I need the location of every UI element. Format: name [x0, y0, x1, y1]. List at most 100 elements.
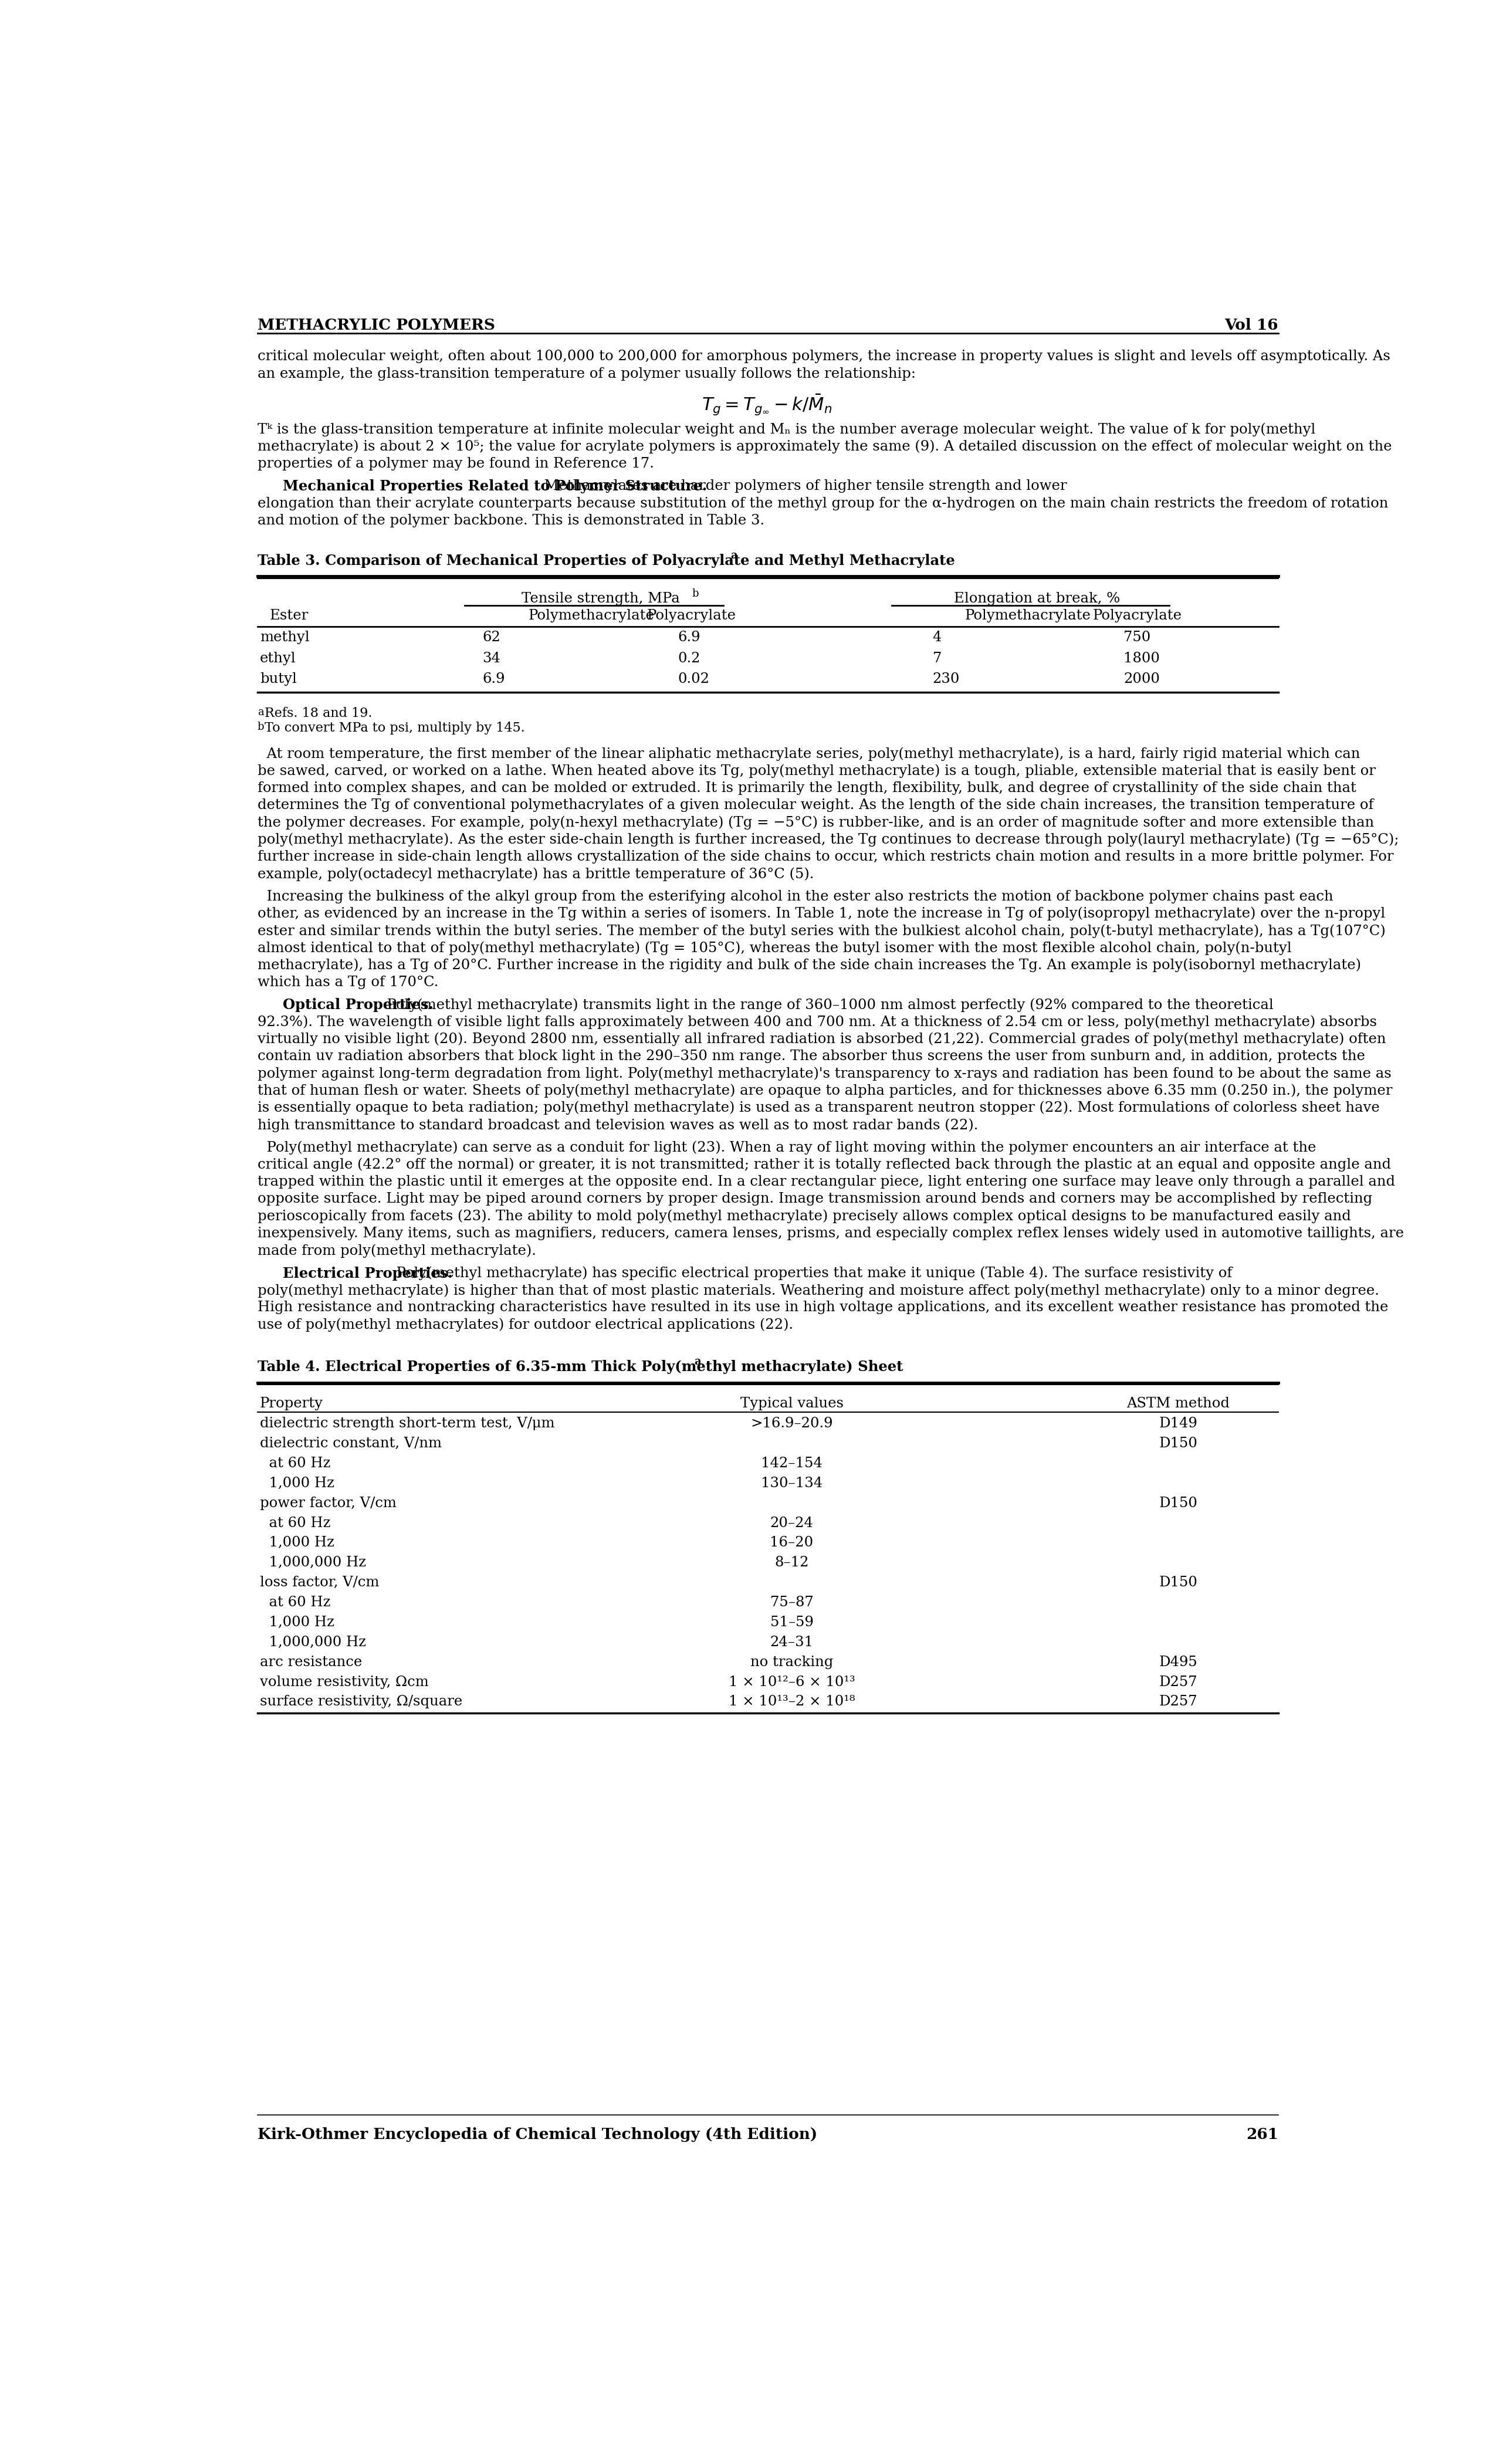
Text: D150: D150	[1159, 1577, 1197, 1589]
Text: 0.02: 0.02	[678, 673, 709, 685]
Text: trapped within the plastic until it emerges at the opposite end. In a clear rect: trapped within the plastic until it emer…	[257, 1175, 1394, 1188]
Text: perioscopically from facets (23). The ability to mold poly(methyl methacrylate) : perioscopically from facets (23). The ab…	[257, 1210, 1351, 1222]
Text: High resistance and nontracking characteristics have resulted in its use in high: High resistance and nontracking characte…	[257, 1301, 1388, 1313]
Text: 1,000,000 Hz: 1,000,000 Hz	[260, 1636, 367, 1648]
Text: determines the Tg of conventional polymethacrylates of a given molecular weight.: determines the Tg of conventional polyme…	[257, 798, 1373, 813]
Text: Mechanical Properties Related to Polymer Structure.: Mechanical Properties Related to Polymer…	[283, 480, 706, 493]
Text: ASTM method: ASTM method	[1126, 1397, 1230, 1409]
Text: b: b	[257, 722, 265, 732]
Text: use of poly(methyl methacrylates) for outdoor electrical applications (22).: use of poly(methyl methacrylates) for ou…	[257, 1318, 793, 1331]
Text: loss factor, V/cm: loss factor, V/cm	[260, 1577, 378, 1589]
Text: b: b	[691, 589, 699, 599]
Text: poly(methyl methacrylate). As the ester side-chain length is further increased, : poly(methyl methacrylate). As the ester …	[257, 833, 1399, 848]
Text: 1 × 10¹²–6 × 10¹³: 1 × 10¹²–6 × 10¹³	[729, 1676, 856, 1688]
Text: critical angle (42.2° off the normal) or greater, it is not transmitted; rather : critical angle (42.2° off the normal) or…	[257, 1158, 1391, 1173]
Text: at 60 Hz: at 60 Hz	[260, 1515, 331, 1530]
Text: 1 × 10¹³–2 × 10¹⁸: 1 × 10¹³–2 × 10¹⁸	[729, 1695, 854, 1708]
Text: butyl: butyl	[260, 673, 296, 685]
Text: a: a	[730, 549, 738, 562]
Text: Ester: Ester	[269, 609, 308, 623]
Text: example, poly(octadecyl methacrylate) has a brittle temperature of 36°C (5).: example, poly(octadecyl methacrylate) ha…	[257, 867, 814, 882]
Text: Tensile strength, MPa: Tensile strength, MPa	[522, 591, 679, 606]
Text: Kirk-Othmer Encyclopedia of Chemical Technology (4th Edition): Kirk-Othmer Encyclopedia of Chemical Tec…	[257, 2126, 817, 2141]
Text: 34: 34	[483, 650, 501, 665]
Text: the polymer decreases. For example, poly(n-hexyl methacrylate) (Tg = −5°C) is ru: the polymer decreases. For example, poly…	[257, 816, 1373, 830]
Text: Poly(methyl methacrylate) transmits light in the range of 360–1000 nm almost per: Poly(methyl methacrylate) transmits ligh…	[378, 998, 1273, 1013]
Text: 261: 261	[1246, 2126, 1278, 2141]
Text: an example, the glass-transition temperature of a polymer usually follows the re: an example, the glass-transition tempera…	[257, 367, 916, 379]
Text: methacrylate), has a Tg of 20°C. Further increase in the rigidity and bulk of th: methacrylate), has a Tg of 20°C. Further…	[257, 958, 1361, 973]
Text: Optical Properties.: Optical Properties.	[283, 998, 434, 1013]
Text: which has a Tg of 170°C.: which has a Tg of 170°C.	[257, 976, 438, 988]
Text: high transmittance to standard broadcast and television waves as well as to most: high transmittance to standard broadcast…	[257, 1119, 978, 1131]
Text: poly(methyl methacrylate) is higher than that of most plastic materials. Weather: poly(methyl methacrylate) is higher than…	[257, 1284, 1379, 1299]
Text: D150: D150	[1159, 1437, 1197, 1451]
Text: Polymethacrylate: Polymethacrylate	[528, 609, 655, 623]
Text: 51–59: 51–59	[770, 1616, 814, 1629]
Text: 1,000 Hz: 1,000 Hz	[260, 1476, 334, 1491]
Text: dielectric strength short-term test, V/μm: dielectric strength short-term test, V/μ…	[260, 1417, 555, 1432]
Text: 7: 7	[932, 650, 941, 665]
Text: 20–24: 20–24	[770, 1515, 814, 1530]
Text: 8–12: 8–12	[775, 1557, 809, 1570]
Text: Methacrylates are harder polymers of higher tensile strength and lower: Methacrylates are harder polymers of hig…	[536, 480, 1067, 493]
Text: 1,000 Hz: 1,000 Hz	[260, 1616, 334, 1629]
Text: a: a	[257, 707, 263, 717]
Text: Polyacrylate: Polyacrylate	[1092, 609, 1182, 623]
Text: To convert MPa to psi, multiply by 145.: To convert MPa to psi, multiply by 145.	[265, 722, 525, 734]
Text: Polymethacrylate: Polymethacrylate	[965, 609, 1091, 623]
Text: a: a	[694, 1355, 700, 1368]
Text: methacrylate) is about 2 × 10⁵; the value for acrylate polymers is approximately: methacrylate) is about 2 × 10⁵; the valu…	[257, 439, 1391, 453]
Text: 75–87: 75–87	[770, 1597, 814, 1609]
Text: and motion of the polymer backbone. This is demonstrated in Table 3.: and motion of the polymer backbone. This…	[257, 515, 764, 527]
Text: ethyl: ethyl	[260, 650, 296, 665]
Text: D149: D149	[1159, 1417, 1197, 1432]
Text: METHACRYLIC POLYMERS: METHACRYLIC POLYMERS	[257, 318, 495, 333]
Text: ester and similar trends within the butyl series. The member of the butyl series: ester and similar trends within the buty…	[257, 924, 1385, 939]
Text: Polyacrylate: Polyacrylate	[648, 609, 736, 623]
Text: 1800: 1800	[1123, 650, 1159, 665]
Text: properties of a polymer may be found in Reference 17.: properties of a polymer may be found in …	[257, 456, 654, 471]
Text: 4: 4	[932, 631, 942, 646]
Text: 1,000 Hz: 1,000 Hz	[260, 1535, 334, 1550]
Text: 24–31: 24–31	[770, 1636, 814, 1648]
Text: inexpensively. Many items, such as magnifiers, reducers, camera lenses, prisms, : inexpensively. Many items, such as magni…	[257, 1227, 1403, 1239]
Text: almost identical to that of poly(methyl methacrylate) (Tg = 105°C), whereas the : almost identical to that of poly(methyl …	[257, 941, 1291, 956]
Text: further increase in side-chain length allows crystallization of the side chains : further increase in side-chain length al…	[257, 850, 1394, 862]
Text: D495: D495	[1159, 1656, 1197, 1668]
Text: methyl: methyl	[260, 631, 310, 646]
Text: arc resistance: arc resistance	[260, 1656, 362, 1668]
Text: Increasing the bulkiness of the alkyl group from the esterifying alcohol in the : Increasing the bulkiness of the alkyl gr…	[257, 890, 1333, 904]
Text: 130–134: 130–134	[761, 1476, 823, 1491]
Text: Poly(methyl methacrylate) can serve as a conduit for light (23). When a ray of l: Poly(methyl methacrylate) can serve as a…	[257, 1141, 1316, 1156]
Text: made from poly(methyl methacrylate).: made from poly(methyl methacrylate).	[257, 1244, 536, 1257]
Text: 62: 62	[483, 631, 501, 646]
Text: 142–154: 142–154	[761, 1456, 823, 1471]
Text: at 60 Hz: at 60 Hz	[260, 1597, 331, 1609]
Text: 1,000,000 Hz: 1,000,000 Hz	[260, 1557, 367, 1570]
Text: opposite surface. Light may be piped around corners by proper design. Image tran: opposite surface. Light may be piped aro…	[257, 1193, 1372, 1205]
Text: >16.9–20.9: >16.9–20.9	[751, 1417, 833, 1432]
Text: Refs. 18 and 19.: Refs. 18 and 19.	[265, 707, 373, 719]
Text: Tᵏ is the glass-transition temperature at infinite molecular weight and Mₙ is th: Tᵏ is the glass-transition temperature a…	[257, 424, 1315, 436]
Text: 6.9: 6.9	[678, 631, 700, 646]
Text: 750: 750	[1123, 631, 1150, 646]
Text: D257: D257	[1159, 1676, 1197, 1688]
Text: volume resistivity, Ωcm: volume resistivity, Ωcm	[260, 1676, 428, 1688]
Text: critical molecular weight, often about 100,000 to 200,000 for amorphous polymers: critical molecular weight, often about 1…	[257, 350, 1390, 362]
Text: 2000: 2000	[1123, 673, 1159, 685]
Text: 0.2: 0.2	[678, 650, 700, 665]
Text: At room temperature, the first member of the linear aliphatic methacrylate serie: At room temperature, the first member of…	[257, 747, 1360, 761]
Text: D150: D150	[1159, 1496, 1197, 1510]
Text: other, as evidenced by an increase in the Tg within a series of isomers. In Tabl: other, as evidenced by an increase in th…	[257, 907, 1385, 922]
Text: dielectric constant, V/nm: dielectric constant, V/nm	[260, 1437, 441, 1451]
Text: 16–20: 16–20	[770, 1535, 814, 1550]
Text: Vol 16: Vol 16	[1225, 318, 1278, 333]
Text: Typical values: Typical values	[741, 1397, 844, 1409]
Text: Table 4. Electrical Properties of 6.35-mm Thick Poly(methyl methacrylate) Sheet: Table 4. Electrical Properties of 6.35-m…	[257, 1360, 904, 1375]
Text: virtually no visible light (20). Beyond 2800 nm, essentially all infrared radiat: virtually no visible light (20). Beyond …	[257, 1032, 1385, 1047]
Text: Electrical Properties.: Electrical Properties.	[283, 1266, 452, 1281]
Text: surface resistivity, Ω/square: surface resistivity, Ω/square	[260, 1695, 462, 1708]
Text: that of human flesh or water. Sheets of poly(methyl methacrylate) are opaque to : that of human flesh or water. Sheets of …	[257, 1084, 1393, 1099]
Text: 6.9: 6.9	[483, 673, 506, 685]
